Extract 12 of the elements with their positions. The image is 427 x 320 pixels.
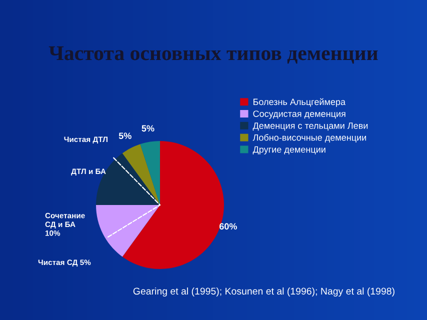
- legend-label: Деменция с тельцами Леви: [252, 122, 368, 131]
- text: Gearing et al (1995); Kosunen et al (1996); Nagy et al (1998): [133, 287, 394, 297]
- pie-slice: [122, 144, 160, 205]
- data-label: 5%: [142, 125, 154, 132]
- chart-title: Частота основных типов деменции: [48, 46, 378, 64]
- legend-label: Лобно-височные деменции: [252, 134, 366, 142]
- legend-label: Другие деменции: [252, 146, 326, 154]
- data-label: 5%: [118, 132, 132, 139]
- data-label: 60%: [219, 223, 237, 230]
- pie-slice: [140, 141, 160, 205]
- legend-label: Болезнь Альцгеймера: [254, 98, 346, 107]
- legend-label: Сосудистая деменция: [253, 110, 346, 119]
